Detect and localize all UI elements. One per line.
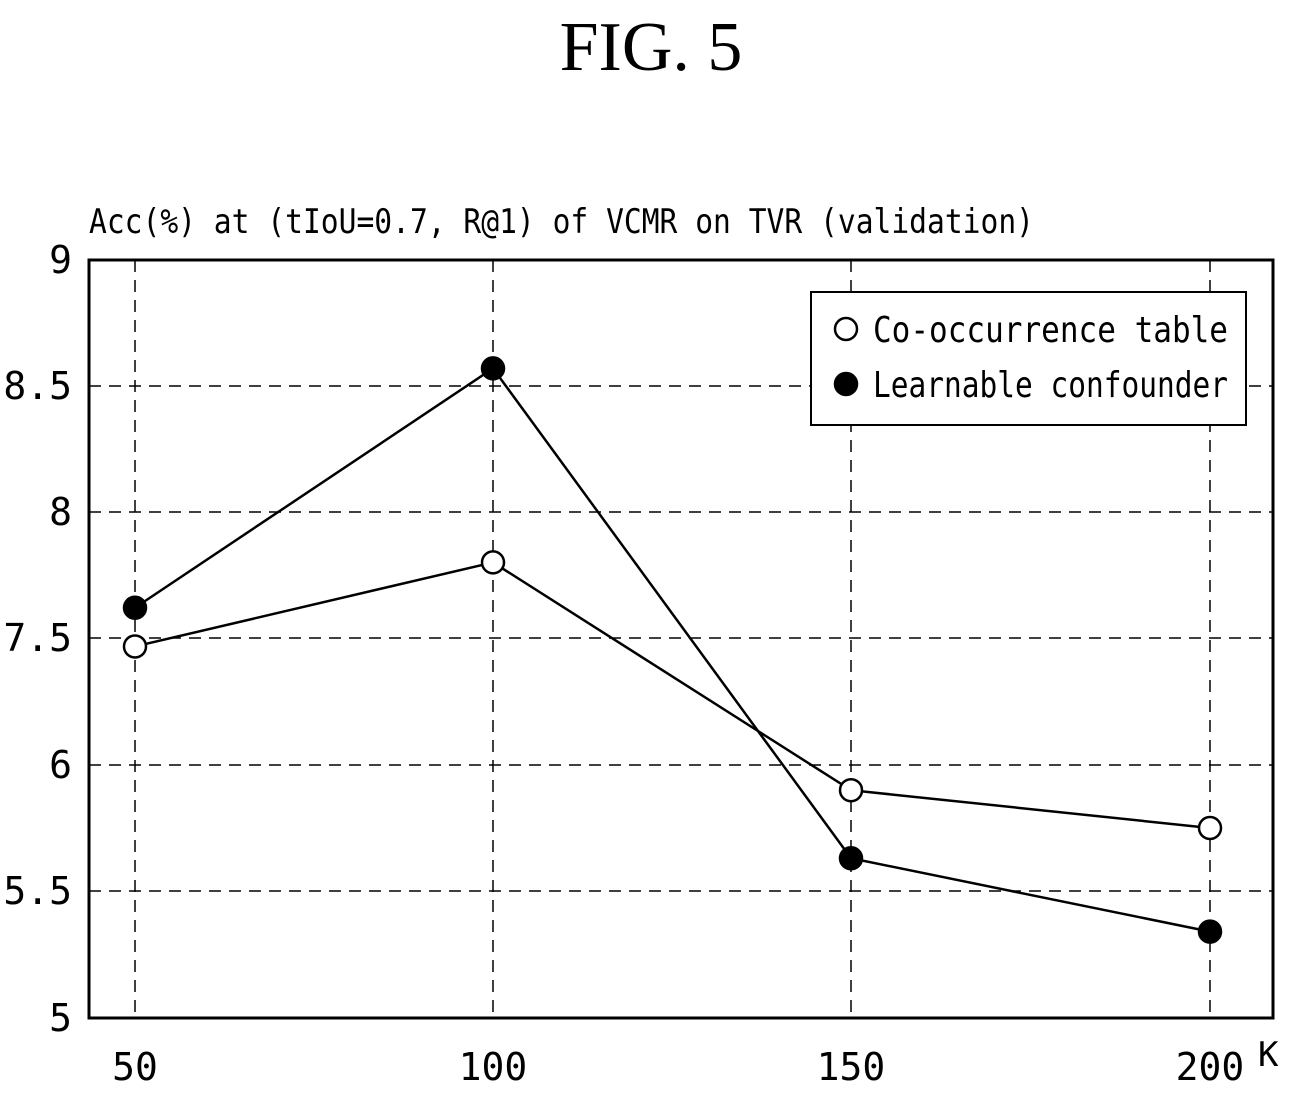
y-tick-label: 8.5	[3, 364, 72, 408]
legend-box	[810, 291, 1247, 426]
legend: Co-occurrence table Learnable confounder	[810, 291, 1247, 426]
x-axis-label: K	[1258, 1035, 1279, 1075]
open-point	[1197, 815, 1223, 841]
y-tick-label: 8	[49, 490, 72, 534]
legend-label: Learnable confounder	[873, 365, 1228, 406]
x-tick-label: 150	[817, 1045, 886, 1089]
filled-point	[480, 356, 506, 381]
plot-frame	[87, 258, 1275, 1020]
y-tick-label: 5.5	[3, 869, 72, 913]
data-series	[122, 356, 1223, 944]
open-point	[122, 634, 148, 659]
x-tick-label: 200	[1176, 1045, 1245, 1089]
figure-title: FIG. 5	[559, 9, 743, 86]
legend-marker	[833, 316, 859, 342]
x-tick-label: 50	[112, 1045, 158, 1089]
series-line	[134, 366, 1211, 933]
legend-label: Co-occurrence table	[873, 310, 1228, 351]
series-0	[122, 550, 1223, 841]
open-point	[480, 550, 506, 575]
y-tick-label: 6	[49, 743, 72, 787]
y-tick-labels: 5 5.5 6 7.5 8 8.5 9	[3, 238, 72, 1040]
x-tick-labels: 50 100 150 200	[112, 1045, 1244, 1089]
y-tick-label: 7.5	[3, 616, 72, 660]
filled-point	[838, 845, 864, 871]
x-tick-label: 100	[459, 1045, 528, 1089]
legend-marker	[833, 371, 859, 397]
series-1	[122, 356, 1223, 944]
y-axis-label: Acc(%) at (tIoU=0.7, R@1) of VCMR on TVR…	[89, 202, 1034, 242]
y-tick-label: 9	[49, 238, 72, 282]
open-point	[838, 777, 864, 803]
filled-point	[1197, 919, 1223, 944]
series-line	[134, 561, 1211, 830]
y-tick-label: 5	[49, 996, 72, 1040]
filled-point	[122, 595, 148, 621]
